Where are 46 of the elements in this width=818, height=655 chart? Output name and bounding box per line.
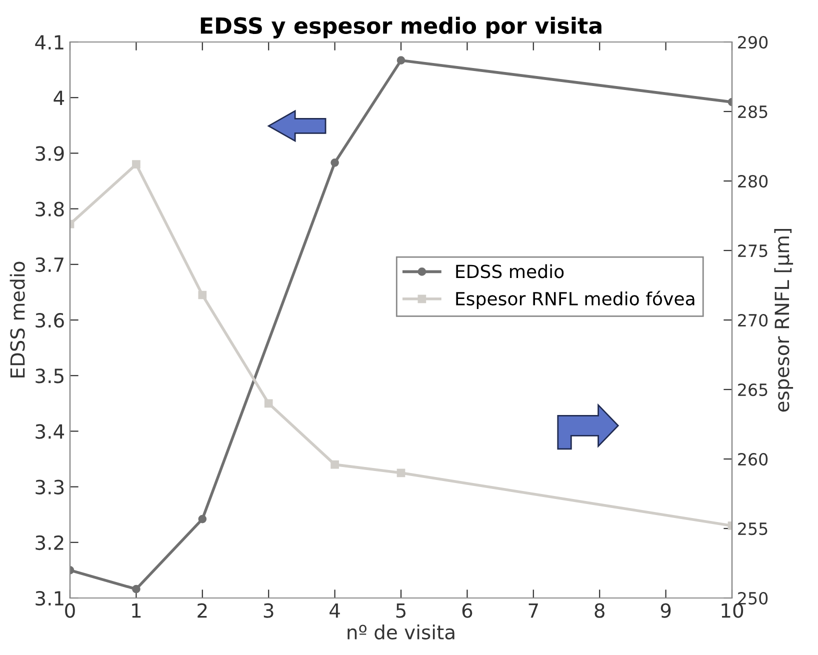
legend-label: EDSS medio — [456, 264, 564, 278]
y2-axis-title: espesor RNFL [μm] — [774, 229, 794, 412]
y-tick-label: 3.3 — [36, 480, 64, 494]
point — [264, 399, 273, 408]
x-tick-label: 10 — [722, 603, 744, 618]
point — [396, 468, 406, 478]
x-tick-label: 9 — [660, 603, 671, 618]
y2-tick-label: 250 — [738, 592, 768, 605]
x-tick-label: 6 — [462, 603, 472, 618]
y2-tick-label: 260 — [738, 452, 768, 466]
point — [132, 160, 140, 168]
x-tick-label: 3 — [264, 603, 274, 618]
point — [198, 290, 207, 300]
y-tick-label: 3.1 — [36, 590, 64, 606]
point — [396, 56, 406, 65]
x-tick-label: 8 — [594, 603, 604, 618]
x-tick-label: 2 — [198, 603, 207, 618]
y2-tick-label: 255 — [738, 522, 768, 536]
point — [330, 460, 339, 469]
y-tick-label: 3.8 — [36, 202, 64, 216]
x-tick-label: 1 — [132, 603, 141, 618]
y2-tick-label: 280 — [738, 174, 768, 188]
chart-title: EDSS y espesor medio por visita — [200, 16, 602, 38]
y2-tick-label: 270 — [738, 314, 768, 327]
point — [132, 584, 140, 594]
x-axis-title: nº de visita — [348, 624, 454, 640]
y2-tick-label: 275 — [738, 244, 768, 258]
y-axis-title: EDSS medio — [10, 262, 25, 378]
y-tick-label: 3.7 — [36, 257, 64, 272]
x-tick-label: 5 — [396, 603, 406, 618]
x-tick-label: 0 — [65, 603, 75, 618]
y2-tick-label: 290 — [738, 36, 768, 49]
y-tick-label: 3.5 — [36, 368, 64, 384]
legend-label: Espesor RNFL medio fóvea — [456, 290, 694, 309]
y-tick-label: 3.4 — [36, 424, 64, 439]
y-tick-label: 3.6 — [36, 312, 64, 328]
y-tick-label: 3.9 — [36, 146, 64, 161]
y-tick-label: 4 — [54, 90, 64, 105]
y-tick-label: 4.1 — [35, 35, 64, 50]
x-tick-label: 7 — [528, 603, 538, 618]
y2-tick-label: 285 — [738, 105, 768, 118]
x-tick-label: 4 — [330, 603, 340, 618]
y2-tick-label: 265 — [738, 383, 768, 396]
point — [198, 514, 207, 524]
point — [330, 158, 339, 167]
y-tick-label: 3.2 — [36, 535, 64, 550]
